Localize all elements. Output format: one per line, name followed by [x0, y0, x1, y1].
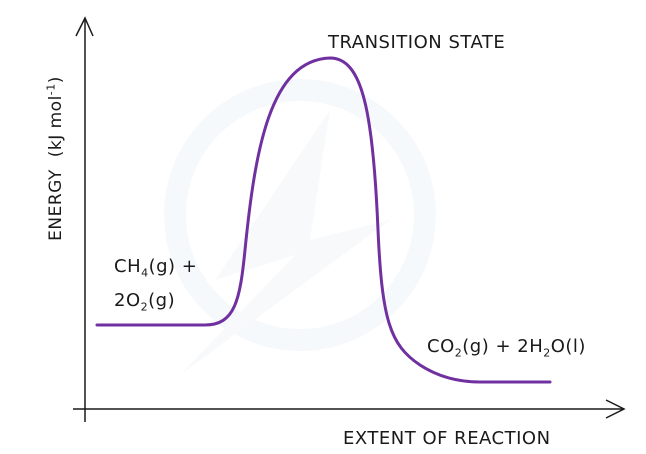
unit-prefix: (kJ mol: [45, 95, 66, 158]
unit-sup: -1: [44, 83, 58, 96]
unit-suffix: ): [45, 76, 66, 84]
pb: (g) + 2H: [462, 336, 544, 357]
psub2: 2: [543, 346, 551, 360]
r2a: 2O: [114, 290, 141, 311]
r1a: CH: [114, 256, 142, 277]
pa: CO: [427, 336, 455, 357]
products-label: CO2(g) + 2H2O(l): [427, 336, 586, 360]
y-axis: [75, 16, 94, 422]
y-axis-unit: (kJ mol-1): [44, 76, 66, 163]
r1sub: 4: [141, 266, 149, 280]
x-axis: [73, 399, 626, 419]
reactants-label-line2: 2O2(g): [114, 290, 175, 314]
y-axis-title: ENERGY: [45, 169, 66, 241]
y-axis-label: ENERGY (kJ mol-1): [44, 11, 66, 241]
r1b: (g) +: [148, 256, 198, 277]
reactants-label-line1: CH4(g) +: [114, 256, 197, 280]
x-axis-label: EXTENT OF REACTION: [343, 428, 551, 449]
reaction-energy-curve: [95, 56, 552, 384]
pc: O(l): [550, 336, 586, 357]
r2sub: 2: [140, 300, 149, 314]
psub1: 2: [454, 346, 463, 360]
watermark-logo: [164, 79, 436, 375]
r2b: (g): [148, 290, 176, 311]
transition-state-label: TRANSITION STATE: [328, 32, 506, 53]
